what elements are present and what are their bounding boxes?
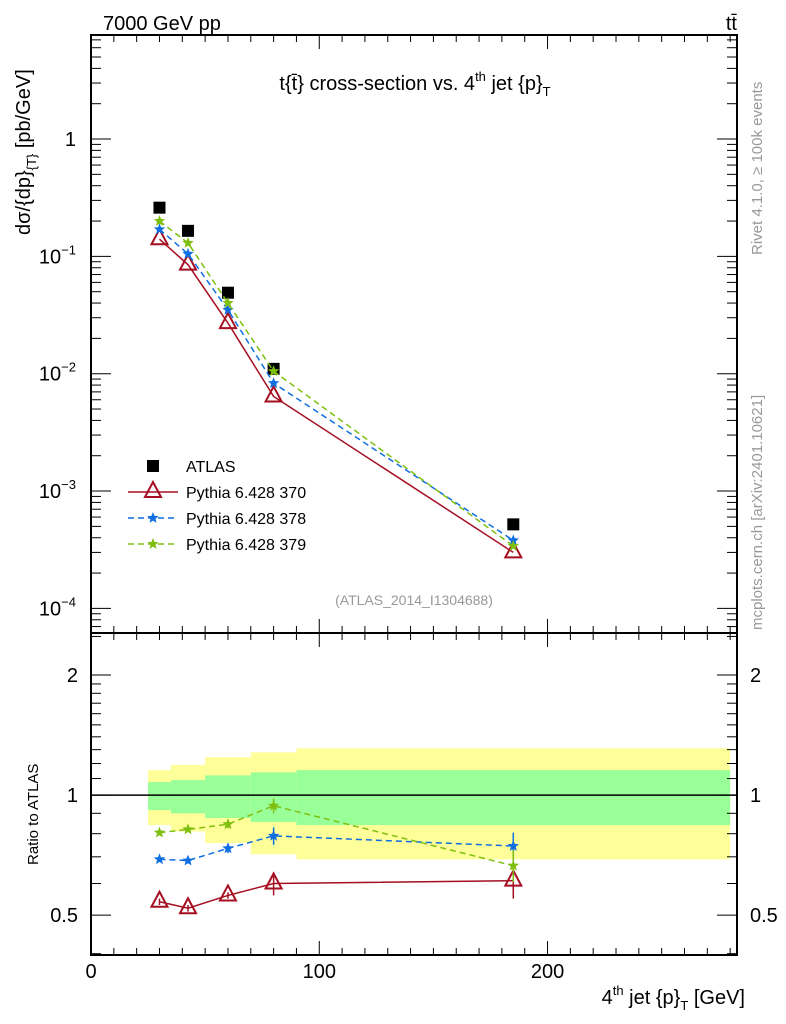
main-panel — [149, 201, 523, 559]
pythia-6-428-379-point — [267, 365, 280, 377]
pythia-6-428-379-point — [222, 297, 234, 308]
pythia-6-428-370-ratio-point — [503, 868, 523, 887]
energy-label: 7000 GeV pp — [103, 13, 221, 35]
green-band-bin — [205, 775, 251, 818]
pythia-6-428-370-ratio-point — [178, 896, 198, 915]
y-tick-label: 1 — [65, 129, 76, 151]
ratio-tick-label-left: 2 — [67, 665, 78, 687]
ratio-tick-label-left: 0.5 — [50, 905, 78, 927]
pythia-6-428-378-point — [267, 377, 280, 389]
pythia-6-428-378-point — [222, 303, 234, 315]
pythia-6-428-378-ratio-point — [222, 842, 234, 854]
pythia-6-428-378-ratio-point — [507, 840, 519, 851]
green-band-bin — [250, 772, 297, 822]
ratio-tick-label-right: 1 — [750, 785, 761, 807]
green-band-bin — [170, 780, 206, 814]
legend-label: ATLAS — [186, 459, 236, 476]
y-tick-label: 10−3 — [39, 477, 76, 503]
legend-marker — [147, 512, 159, 523]
pythia-6-428-379-ratio-point — [267, 799, 280, 811]
x-tick-label: 0 — [85, 961, 96, 983]
rivet-label: Rivet 4.1.0, ≥ 100k events — [749, 82, 766, 255]
y-tick-label: 10−2 — [39, 360, 76, 386]
y-tick-label: 10−4 — [39, 594, 76, 620]
atlas-point — [507, 518, 520, 531]
atlas-point — [153, 201, 166, 214]
legend-label: Pythia 6.428 370 — [186, 485, 306, 502]
x-tick-label: 100 — [303, 961, 336, 983]
pythia-6-428-370-ratio-line — [159, 879, 514, 910]
pythia-6-428-379-ratio-point — [182, 823, 194, 835]
pythia-6-428-378-ratio-point — [153, 853, 166, 865]
legend-marker — [147, 460, 159, 472]
pythia-6-428-370-point — [503, 540, 523, 559]
pythia-6-428-370-line — [158, 238, 514, 554]
legend-marker — [147, 538, 159, 549]
pythia-6-428-379-point — [182, 237, 194, 248]
pythia-6-428-370-ratio-point — [218, 883, 238, 902]
pythia-6-428-378-point — [182, 247, 194, 259]
process-label: tt̄ — [726, 13, 738, 35]
legend-marker — [143, 479, 163, 498]
pythia-6-428-378-point — [507, 534, 519, 546]
pythia-6-428-378-ratio-point — [182, 854, 194, 866]
green-band-bin — [148, 782, 171, 811]
pythia-6-428-370-ratio-point — [149, 889, 170, 908]
ratio-tick-label-right: 2 — [750, 665, 761, 687]
pythia-6-428-378-line — [158, 228, 514, 541]
y-axis-label: dσ/{dp}{T} [pb/GeV] — [13, 69, 39, 235]
atlas-point — [221, 286, 234, 299]
atlas-point — [182, 224, 195, 237]
legend-label: Pythia 6.428 379 — [186, 537, 306, 554]
ratio-tick-label-left: 1 — [67, 785, 78, 807]
pythia-6-428-379-ratio-point — [222, 818, 234, 830]
pythia-6-428-379-point — [153, 215, 166, 226]
pythia-6-428-379-line — [159, 220, 514, 547]
ratio-frame — [90, 632, 738, 956]
pythia-6-428-379-ratio-point — [507, 859, 519, 871]
pythia-6-428-370-point — [149, 227, 170, 246]
mcplots-label: mcplots.cern.ch [arXiv:2401.10621] — [749, 395, 766, 630]
ratio-panel — [91, 794, 737, 915]
legend-label: Pythia 6.428 378 — [186, 511, 306, 528]
pythia-6-428-379-point — [507, 540, 519, 551]
pythia-6-428-370-point — [178, 252, 198, 271]
ratio-y-axis-label: Ratio to ATLAS — [25, 764, 42, 865]
green-band-bin — [296, 770, 731, 826]
x-tick-label: 200 — [531, 961, 564, 983]
pythia-6-428-370-ratio-point — [263, 871, 284, 890]
y-tick-label: 10−1 — [39, 242, 76, 268]
pythia-6-428-379-ratio-point — [153, 826, 166, 838]
pythia-6-428-378-ratio-point — [267, 829, 280, 841]
legend: ATLAS Pythia 6.428 370 Pythia 6.428 378 Pyt… — [128, 459, 306, 554]
pythia-6-428-379-ratio-line — [159, 804, 514, 867]
pythia-6-428-370-point — [263, 384, 284, 403]
x-axis-label: 4th jet {p}T [GeV] — [602, 983, 745, 1013]
pythia-6-428-370-point — [218, 310, 238, 330]
frames: 0 100 200 1 10−1 10−2 10−3 10−4 0.5 0.5 1 1 2 2 — [39, 34, 778, 983]
pythia-6-428-378-point — [153, 223, 166, 235]
ratio-tick-label-right: 0.5 — [750, 905, 778, 927]
chart-title: t{t̄} cross-section vs. 4th jet {p}T — [279, 69, 550, 99]
analysis-label: (ATLAS_2014_I1304688) — [335, 592, 493, 608]
